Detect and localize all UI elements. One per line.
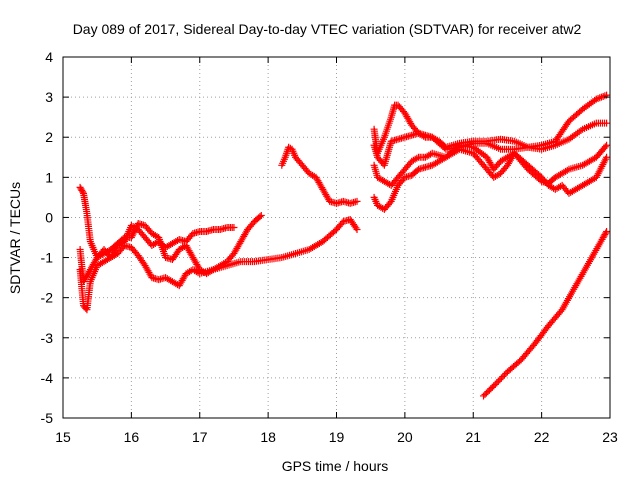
data-point (79, 188, 87, 196)
x-tick-label: 17 (192, 429, 208, 445)
data-point (499, 373, 507, 381)
y-tick-label: 2 (45, 129, 53, 145)
y-tick-label: -1 (41, 250, 54, 266)
data-point (596, 94, 604, 102)
data-point (490, 382, 498, 390)
data-point (413, 167, 421, 175)
data-point (601, 92, 609, 100)
x-tick-label: 21 (465, 429, 481, 445)
data-point (592, 95, 600, 103)
data-point (352, 224, 360, 232)
x-tick-label: 18 (260, 429, 276, 445)
data-point (603, 141, 611, 149)
data-point (256, 213, 264, 221)
series-track-4 (278, 143, 361, 207)
data-point (386, 199, 394, 207)
series-track-7 (370, 141, 611, 189)
data-point (488, 383, 496, 391)
data-point (497, 374, 505, 382)
x-tick-label: 19 (329, 429, 345, 445)
plot-frame (62, 56, 611, 419)
data-point (599, 92, 607, 100)
series-track-3 (76, 215, 361, 314)
data-point (385, 180, 393, 188)
data-point (76, 183, 84, 191)
y-tick-label: 1 (45, 169, 53, 185)
data-point (600, 232, 608, 240)
x-tick-label: 23 (602, 429, 618, 445)
y-tick-label: -5 (41, 410, 54, 426)
data-point (230, 223, 238, 231)
x-tick-label: 22 (534, 429, 550, 445)
data-point (82, 304, 90, 312)
y-tick-label: 4 (45, 49, 53, 65)
series-track-9 (480, 227, 611, 400)
y-tick-label: -3 (41, 330, 54, 346)
data-point (601, 143, 609, 151)
data-point (563, 166, 571, 174)
series-track-8 (370, 145, 611, 213)
data-point (78, 186, 86, 194)
data-point (379, 204, 387, 212)
y-axis-label: SDTVAR / TECUs (7, 182, 23, 294)
data-point (493, 379, 501, 387)
data-point (119, 243, 127, 251)
data-point (257, 211, 265, 219)
chart-title: Day 089 of 2017, Sidereal Day-to-day VTE… (73, 21, 582, 37)
x-tick-label: 16 (124, 429, 140, 445)
data-point (500, 371, 508, 379)
data-points (76, 91, 611, 400)
data-point (602, 229, 610, 237)
data-point (556, 182, 564, 190)
data-point (491, 380, 499, 388)
x-axis-label: GPS time / hours (282, 458, 389, 474)
x-tick-label: 20 (397, 429, 413, 445)
y-tick-label: 0 (45, 209, 53, 225)
data-point (496, 376, 504, 384)
data-point (603, 119, 611, 127)
data-point (577, 126, 585, 134)
data-point (601, 230, 609, 238)
y-tick-label: -2 (41, 290, 54, 306)
x-tick-label: 15 (55, 429, 71, 445)
y-tick-label: -4 (41, 370, 54, 386)
data-point (494, 377, 502, 385)
data-point (119, 235, 127, 243)
data-point (603, 227, 611, 235)
y-tick-label: 3 (45, 89, 53, 105)
series-track-2 (76, 211, 265, 286)
data-point (413, 154, 421, 162)
data-point (603, 153, 611, 161)
data-point (353, 225, 361, 233)
data-point (597, 93, 605, 101)
data-point (77, 185, 85, 193)
data-point (353, 197, 361, 205)
data-point (594, 94, 602, 102)
data-point (599, 234, 607, 241)
